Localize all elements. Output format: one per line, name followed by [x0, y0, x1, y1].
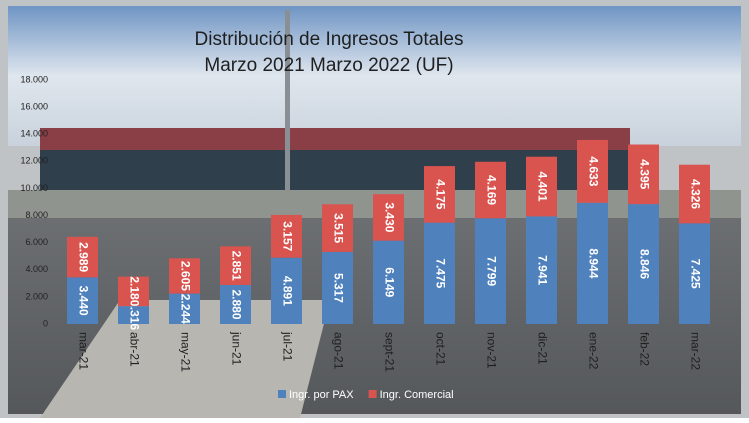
- y-tick-label: 6.000: [25, 237, 48, 247]
- value-label: 2.880: [229, 289, 243, 319]
- value-label: 6.149: [382, 267, 396, 297]
- legend-label: Ingr. Comercial: [380, 389, 454, 401]
- y-tick-label: 18.000: [20, 74, 48, 84]
- y-tick-label: 8.000: [25, 210, 48, 220]
- legend-label: Ingr. por PAX: [289, 389, 354, 401]
- value-label: 7.941: [535, 255, 549, 285]
- value-label: 4.401: [535, 172, 549, 202]
- y-tick-label: 12.000: [20, 156, 48, 166]
- x-tick-label: mar-21: [76, 332, 90, 370]
- value-label: 4.891: [280, 276, 294, 306]
- value-label: 7.475: [433, 258, 447, 288]
- x-tick-label: feb-22: [637, 332, 651, 366]
- value-label: 8.944: [586, 248, 600, 278]
- value-label: 4.175: [433, 179, 447, 209]
- value-label: 7.799: [484, 256, 498, 286]
- legend-swatch: [278, 390, 286, 398]
- x-tick-label: oct-21: [433, 332, 447, 366]
- value-label: 8.846: [637, 249, 651, 279]
- x-tick-label: dic-21: [535, 332, 549, 365]
- value-label: 4.395: [637, 159, 651, 189]
- x-tick-label: ene-22: [586, 332, 600, 370]
- chart: Distribución de Ingresos Totales Marzo 2…: [0, 0, 749, 418]
- value-label: 3.515: [331, 213, 345, 243]
- x-tick-label: nov-21: [484, 332, 498, 369]
- x-tick-label: mar-22: [688, 332, 702, 370]
- value-label: 4.169: [484, 175, 498, 205]
- value-label: 4.326: [688, 179, 702, 209]
- value-label: 3.430: [382, 202, 396, 232]
- value-label: 5.317: [331, 273, 345, 303]
- value-label: 2.851: [229, 251, 243, 281]
- x-tick-label: abr-21: [127, 332, 141, 367]
- y-tick-label: 0: [43, 318, 48, 328]
- value-label: 3.157: [280, 221, 294, 251]
- legend-swatch: [369, 390, 377, 398]
- y-tick-label: 10.000: [20, 183, 48, 193]
- chart-subtitle: Marzo 2021 Marzo 2022 (UF): [204, 55, 453, 76]
- value-label: 2.244: [178, 294, 192, 324]
- x-tick-label: sept-21: [382, 332, 396, 372]
- y-tick-label: 16.000: [20, 101, 48, 111]
- value-label: 4.633: [586, 156, 600, 186]
- x-tick-label: ago-21: [331, 332, 345, 370]
- value-label: 7.425: [688, 259, 702, 289]
- x-tick-label: jul-21: [280, 331, 294, 362]
- chart-title: Distribución de Ingresos Totales: [195, 29, 464, 50]
- y-tick-label: 4.000: [25, 264, 48, 274]
- y-tick-label: 14.000: [20, 129, 48, 139]
- value-label: 2.180: [127, 276, 141, 306]
- x-tick-label: may-21: [178, 332, 192, 372]
- value-label: 2.989: [76, 242, 90, 272]
- value-label: 2.605: [178, 261, 192, 291]
- x-tick-label: jun-21: [229, 331, 243, 366]
- y-tick-label: 2.000: [25, 291, 48, 301]
- value-label: 3.440: [76, 286, 90, 316]
